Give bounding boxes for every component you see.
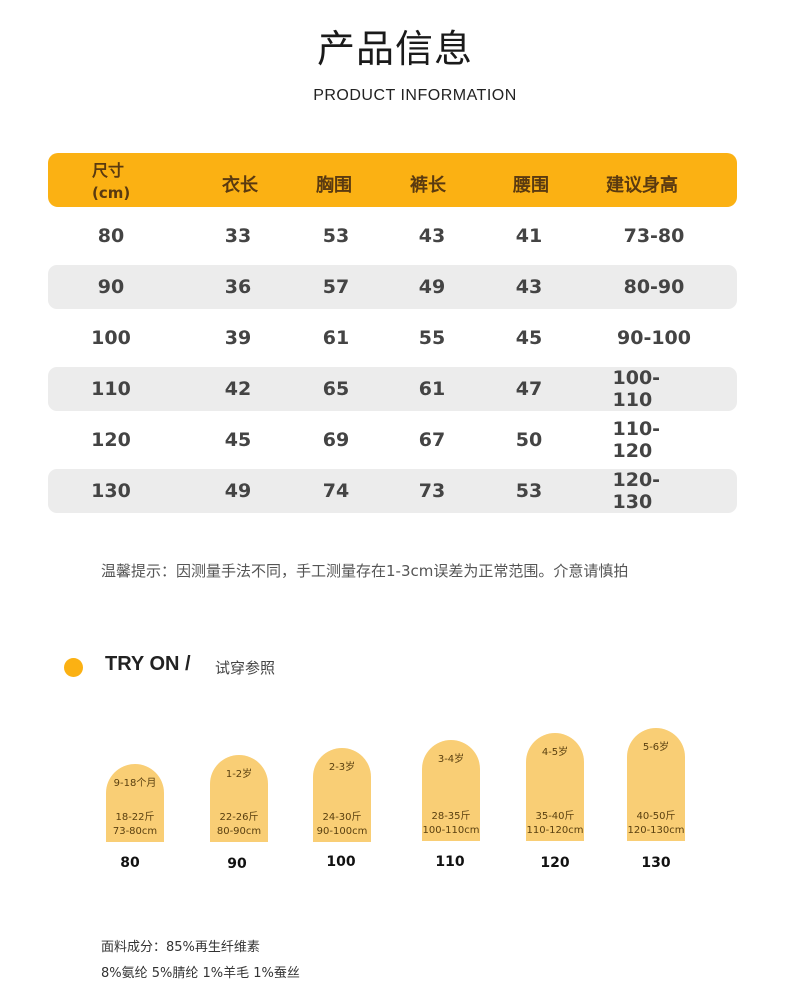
tryon-weight: 18-22斤	[115, 812, 155, 823]
table-cell: 73-80	[623, 225, 685, 247]
table-cell: 47	[515, 378, 543, 400]
tryon-age: 5-6岁	[642, 742, 670, 753]
table-row: 90 36 57 49 43 80-90	[48, 265, 737, 309]
table-cell: 80-90	[623, 276, 685, 298]
header-size-unit: (cm)	[92, 184, 131, 202]
tryon-card: 9-18个月 18-22斤 73-80cm	[106, 764, 164, 842]
table-cell: 36	[224, 276, 252, 298]
table-cell: 55	[418, 327, 446, 349]
page-subtitle: PRODUCT INFORMATION	[313, 87, 517, 104]
header-size: 尺寸	[92, 161, 125, 180]
table-cell: 61	[322, 327, 350, 349]
tryon-age: 9-18个月	[113, 778, 157, 789]
table-cell: 65	[322, 378, 350, 400]
tryon-title: TRY ON /	[105, 653, 191, 675]
table-row: 110 42 65 61 47 100-110	[48, 367, 737, 411]
tryon-size-label: 90	[227, 856, 247, 872]
fabric-composition: 面料成分：85%再生纤维素	[101, 940, 260, 955]
tryon-height: 73-80cm	[112, 826, 158, 837]
tryon-weight: 35-40斤	[535, 811, 575, 822]
tryon-age: 4-5岁	[541, 747, 569, 758]
table-cell: 120-130	[612, 469, 661, 513]
table-cell: 110-120	[612, 418, 661, 462]
table-cell: 110	[91, 378, 131, 400]
table-cell: 45	[224, 429, 252, 451]
table-cell: 67	[418, 429, 446, 451]
header-waist: 腰围	[513, 175, 549, 196]
table-cell: 42	[224, 378, 252, 400]
table-row: 130 49 74 73 53 120-130	[48, 469, 737, 513]
tryon-subtitle: 试穿参照	[215, 659, 276, 677]
size-table: 尺寸 (cm) 衣长 胸围 裤长 腰围 建议身高 80 33 53 43 41 73-80…	[48, 153, 737, 513]
table-cell: 90	[97, 276, 125, 298]
table-row: 80 33 53 43 41 73-80	[48, 214, 737, 258]
header-pants-length: 裤长	[410, 175, 446, 196]
section-dot-icon	[64, 658, 83, 677]
tryon-size-label: 110	[435, 854, 465, 870]
table-cell: 61	[418, 378, 446, 400]
table-cell: 33	[224, 225, 252, 247]
tryon-height: 110-120cm	[526, 825, 584, 836]
table-header: 尺寸 (cm) 衣长 胸围 裤长 腰围 建议身高	[48, 153, 737, 207]
table-cell: 57	[322, 276, 350, 298]
tryon-size-label: 130	[641, 855, 671, 871]
page-title: 产品信息	[316, 27, 473, 71]
tryon-card: 5-6岁 40-50斤 120-130cm	[627, 728, 685, 841]
tryon-age: 2-3岁	[328, 762, 356, 773]
fabric-composition-detail: 8%氨纶 5%腈纶 1%羊毛 1%蚕丝	[101, 966, 300, 981]
table-cell: 43	[418, 225, 446, 247]
tryon-weight: 24-30斤	[322, 812, 362, 823]
header-height: 建议身高	[606, 175, 678, 196]
table-cell: 41	[515, 225, 543, 247]
tryon-height: 120-130cm	[627, 825, 685, 836]
table-cell: 39	[224, 327, 252, 349]
table-cell: 100-110	[612, 367, 661, 411]
table-cell: 53	[515, 480, 543, 502]
table-row: 100 39 61 55 45 90-100	[48, 316, 737, 360]
header-chest: 胸围	[316, 175, 352, 196]
table-cell: 50	[515, 429, 543, 451]
tryon-card: 1-2岁 22-26斤 80-90cm	[210, 755, 268, 842]
tryon-weight: 28-35斤	[431, 811, 471, 822]
table-cell: 120	[91, 429, 131, 451]
header-length: 衣长	[222, 175, 258, 196]
tryon-weight: 40-50斤	[636, 811, 676, 822]
table-cell: 49	[224, 480, 252, 502]
table-cell: 69	[322, 429, 350, 451]
tryon-card: 2-3岁 24-30斤 90-100cm	[313, 748, 371, 842]
table-cell: 49	[418, 276, 446, 298]
tryon-weight: 22-26斤	[219, 812, 259, 823]
table-cell: 73	[418, 480, 446, 502]
tryon-size-label: 120	[540, 855, 570, 871]
tryon-age: 1-2岁	[225, 769, 253, 780]
table-cell: 53	[322, 225, 350, 247]
table-cell: 45	[515, 327, 543, 349]
tryon-height: 90-100cm	[316, 826, 368, 837]
table-cell: 74	[322, 480, 350, 502]
tryon-card: 4-5岁 35-40斤 110-120cm	[526, 733, 584, 841]
tryon-age: 3-4岁	[437, 754, 465, 765]
tryon-size-label: 80	[120, 855, 140, 871]
table-cell: 100	[91, 327, 131, 349]
tryon-card: 3-4岁 28-35斤 100-110cm	[422, 740, 480, 841]
table-cell: 43	[515, 276, 543, 298]
table-cell: 90-100	[617, 327, 691, 349]
table-row: 120 45 69 67 50 110-120	[48, 418, 737, 462]
tryon-height: 80-90cm	[216, 826, 262, 837]
measure-note: 温馨提示：因测量手法不同，手工测量存在1-3cm误差为正常范围。介意请慎拍	[101, 562, 629, 580]
table-cell: 130	[91, 480, 131, 502]
tryon-height: 100-110cm	[422, 825, 480, 836]
table-cell: 80	[97, 225, 125, 247]
tryon-size-label: 100	[326, 854, 356, 870]
